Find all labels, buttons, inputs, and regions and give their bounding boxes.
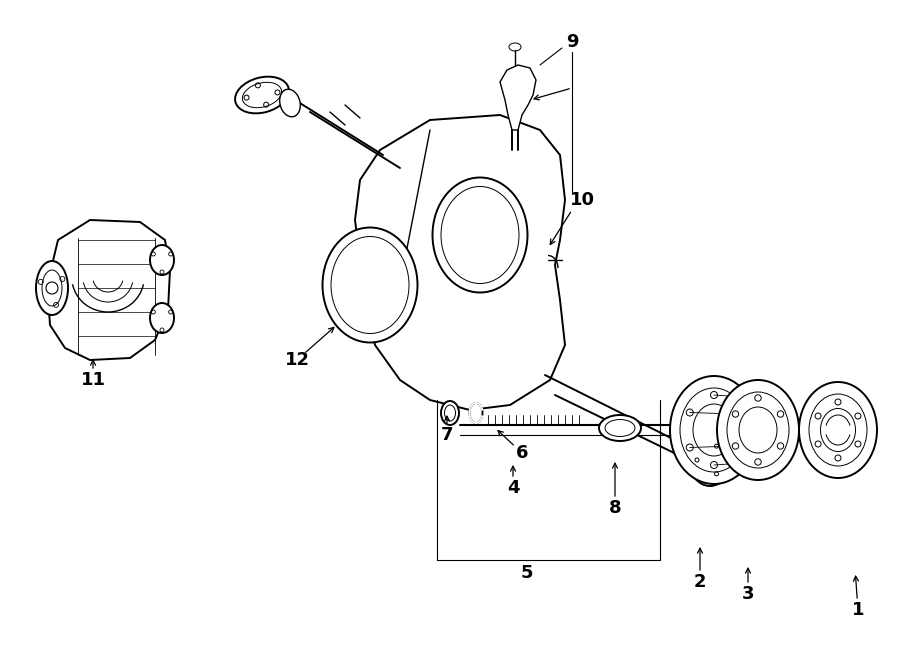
Text: 11: 11 xyxy=(80,371,105,389)
Ellipse shape xyxy=(150,245,174,275)
Text: 4: 4 xyxy=(507,479,519,497)
Text: 6: 6 xyxy=(516,444,528,462)
Text: 3: 3 xyxy=(742,585,754,603)
Ellipse shape xyxy=(599,415,641,441)
Ellipse shape xyxy=(799,382,877,478)
Ellipse shape xyxy=(322,227,418,342)
Ellipse shape xyxy=(441,401,459,425)
Text: 12: 12 xyxy=(284,351,310,369)
Ellipse shape xyxy=(235,77,289,113)
Ellipse shape xyxy=(470,403,482,423)
Polygon shape xyxy=(355,115,565,410)
Ellipse shape xyxy=(670,376,758,484)
Text: 8: 8 xyxy=(608,499,621,517)
Text: 9: 9 xyxy=(566,33,578,51)
Ellipse shape xyxy=(689,434,731,486)
Ellipse shape xyxy=(280,89,301,117)
Text: 5: 5 xyxy=(521,564,533,582)
Polygon shape xyxy=(500,65,536,130)
Ellipse shape xyxy=(150,303,174,333)
Text: 1: 1 xyxy=(851,601,864,619)
Ellipse shape xyxy=(433,178,527,293)
Ellipse shape xyxy=(36,261,68,315)
Text: 10: 10 xyxy=(570,191,595,209)
Text: 7: 7 xyxy=(441,426,454,444)
Text: 2: 2 xyxy=(694,573,706,591)
Polygon shape xyxy=(48,220,170,360)
Ellipse shape xyxy=(717,380,799,480)
